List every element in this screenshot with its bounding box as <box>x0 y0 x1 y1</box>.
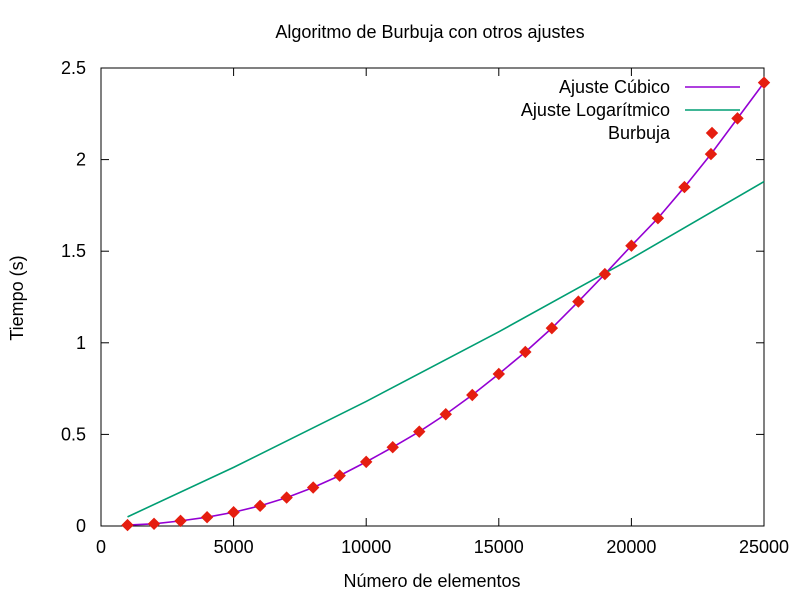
burbuja-point-core <box>415 427 424 436</box>
legend-label-burbuja: Burbuja <box>608 123 671 143</box>
burbuja-point-core <box>229 508 238 517</box>
x-tick-label: 20000 <box>606 537 656 557</box>
burbuja-point-core <box>733 114 742 123</box>
x-tick-label: 5000 <box>214 537 254 557</box>
burbuja-point-core <box>308 483 318 492</box>
burbuja-point-core <box>706 149 716 159</box>
burbuja-point-core <box>680 182 689 192</box>
burbuja-point-core <box>759 78 769 87</box>
legend-label-ajuste-logaritmico: Ajuste Logarítmico <box>521 100 670 120</box>
chart-title: Algoritmo de Burbuja con otros ajustes <box>275 22 584 42</box>
y-tick-label: 1 <box>76 333 86 353</box>
burbuja-point-core <box>123 520 132 530</box>
burbuja-point-core <box>176 516 185 526</box>
legend: Ajuste Cúbico Ajuste Logarítmico Burbuja <box>521 77 740 143</box>
y-tick-label: 2.5 <box>61 58 86 78</box>
burbuja-point-core <box>547 323 557 333</box>
burbuja-point-core <box>494 369 503 379</box>
x-tick-label: 15000 <box>474 537 524 557</box>
plot-frame <box>100 67 765 527</box>
burbuja-point-core <box>600 269 610 279</box>
burbuja-point-core <box>574 297 583 306</box>
burbuja-point-core <box>388 443 397 452</box>
burbuja-point-core <box>627 241 636 250</box>
burbuja-point-core <box>441 410 450 419</box>
burbuja-point-core <box>653 214 663 223</box>
burbuja-point-core <box>149 519 159 529</box>
plot-series <box>121 76 771 532</box>
axes: 0 5000 10000 15000 20000 25000 0 0.5 1 1.5 2 2.5 <box>61 58 789 557</box>
burbuja-point-core <box>521 347 530 357</box>
legend-swatch-core-burbuja <box>707 128 717 138</box>
y-tick-label: 0.5 <box>61 424 86 444</box>
burbuja-point-core <box>468 390 477 400</box>
y-axis-label: Tiempo (s) <box>7 255 27 340</box>
ajuste-cubico-line <box>127 82 765 526</box>
y-tick-label: 1.5 <box>61 241 86 261</box>
burbuja-point-core <box>362 457 371 467</box>
y-tick-label: 2 <box>76 150 86 170</box>
x-tick-label: 10000 <box>341 537 391 557</box>
x-axis-label: Número de elementos <box>343 571 520 591</box>
burbuja-point-core <box>282 493 291 502</box>
burbuja-point-core <box>255 501 265 511</box>
x-tick-label: 0 <box>96 537 106 557</box>
burbuja-point-core <box>335 471 344 480</box>
y-tick-label: 0 <box>76 516 86 536</box>
burbuja-point-core <box>202 513 212 522</box>
ajuste-logaritmico-line <box>127 180 765 518</box>
x-tick-label: 25000 <box>739 537 789 557</box>
legend-label-ajuste-cubico: Ajuste Cúbico <box>559 77 670 97</box>
